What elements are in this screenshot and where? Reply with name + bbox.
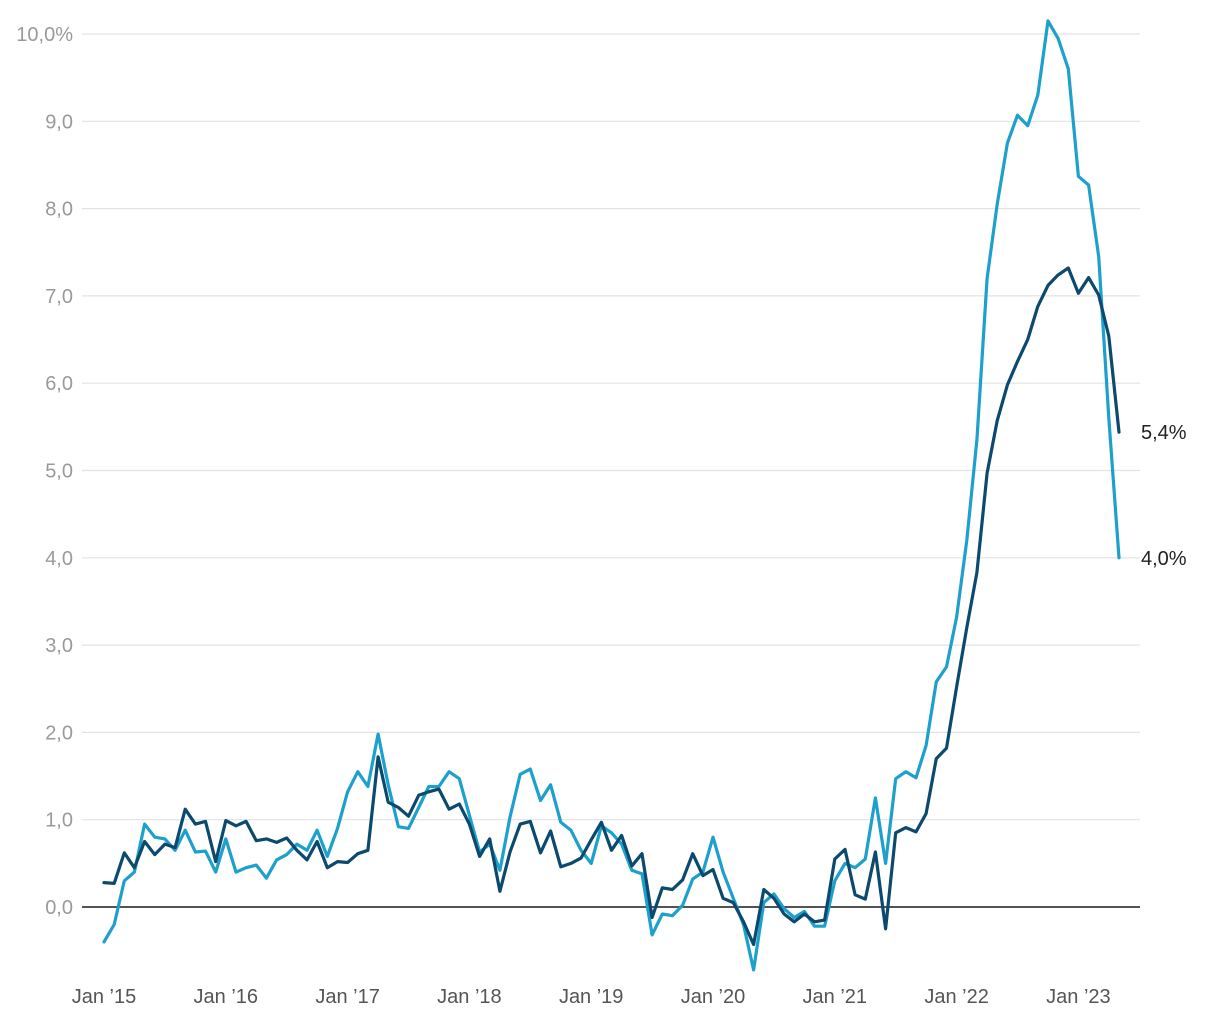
x-tick-label: Jan ’18 <box>437 986 502 1008</box>
series-2-end-label: 5,4% <box>1141 422 1187 444</box>
x-tick-label: Jan ’19 <box>559 986 624 1008</box>
series-1-end-label: 4,0% <box>1141 548 1187 570</box>
x-tick-label: Jan ’22 <box>924 986 989 1008</box>
x-tick-label: Jan ’23 <box>1046 986 1111 1008</box>
x-tick-label: Jan ’20 <box>681 986 746 1008</box>
y-tick-label: 5,0 <box>45 461 73 483</box>
gridlines <box>82 33 1140 908</box>
y-axis-tick-labels: 0,0 1,0 2,0 3,0 4,0 5,0 6,0 7,0 8,0 9,0 10,0% <box>16 24 73 919</box>
y-tick-label: 6,0 <box>45 373 73 395</box>
series-line-1 <box>102 19 1121 972</box>
y-tick-label: 10,0% <box>16 24 73 46</box>
x-tick-label: Jan ’15 <box>72 986 137 1008</box>
x-tick-label: Jan ’21 <box>803 986 868 1008</box>
series-line-2 <box>102 266 1121 947</box>
end-value-labels: 4,0% 5,4% <box>1141 422 1187 570</box>
y-tick-label: 3,0 <box>45 635 73 657</box>
x-tick-label: Jan ’16 <box>194 986 259 1008</box>
y-tick-label: 9,0 <box>45 111 73 133</box>
series-lines <box>102 19 1121 972</box>
x-tick-label: Jan ’17 <box>315 986 380 1008</box>
y-tick-label: 2,0 <box>45 722 73 744</box>
y-tick-label: 4,0 <box>45 548 73 570</box>
y-tick-label: 8,0 <box>45 199 73 221</box>
y-tick-label: 1,0 <box>45 810 73 832</box>
y-tick-label: 0,0 <box>45 897 73 919</box>
x-axis-tick-labels: Jan ’15 Jan ’16 Jan ’17 Jan ’18 Jan ’19 Jan ’… <box>72 986 1111 1008</box>
y-tick-label: 7,0 <box>45 286 73 308</box>
